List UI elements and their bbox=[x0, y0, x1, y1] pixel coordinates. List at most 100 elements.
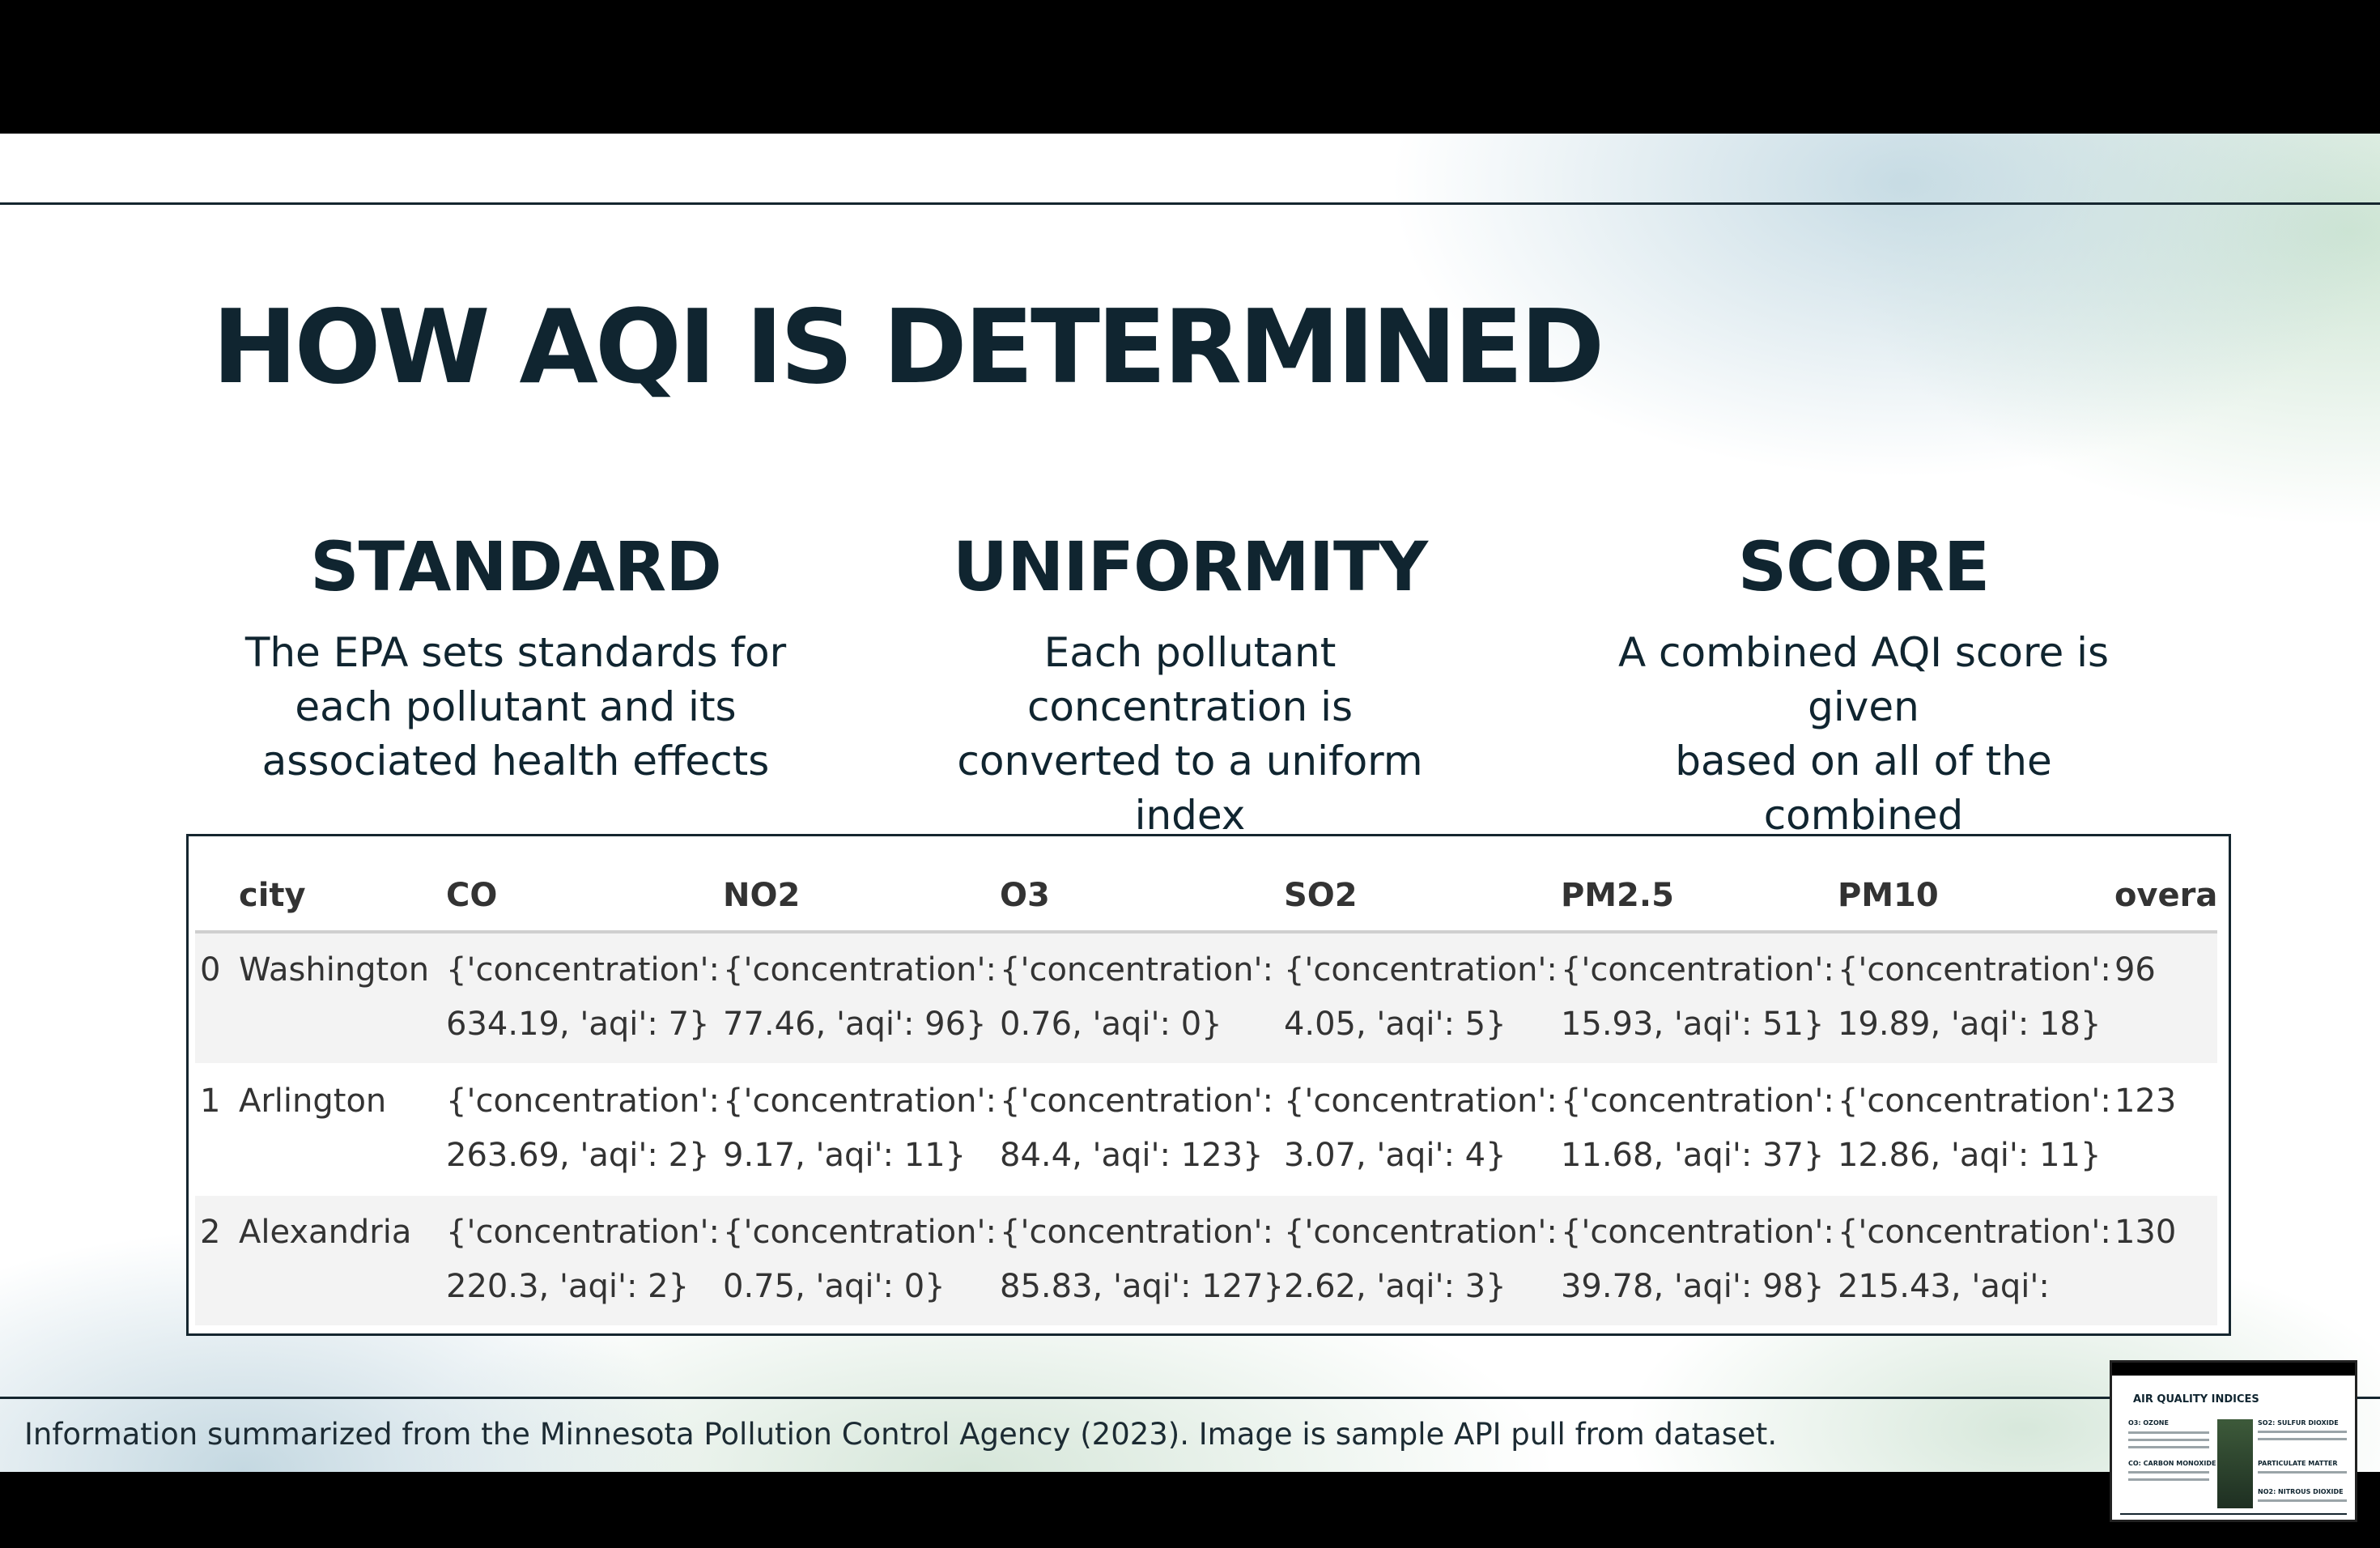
pollutant-cell: {'concentration': 12.86, 'aqi': 11} bbox=[1838, 1064, 2114, 1195]
overall-cell: 96 bbox=[2114, 951, 2156, 989]
cell-line: {'concentration': bbox=[1560, 951, 1834, 989]
table-header-cell: PM10 bbox=[1837, 877, 1939, 914]
bottom-divider bbox=[0, 1397, 2380, 1399]
cell-line: {'concentration': bbox=[1283, 1082, 1558, 1120]
cell-line: 215.43, 'aqi': bbox=[1837, 1268, 2050, 1305]
city-cell: Arlington bbox=[239, 1082, 387, 1120]
table-header-cell: CO bbox=[446, 877, 498, 914]
pollutant-cell: {'concentration': 85.83, 'aqi': 127} bbox=[1000, 1195, 1284, 1326]
overall-cell: 123 bbox=[2114, 1082, 2177, 1120]
cell-line: {'concentration': bbox=[446, 1214, 720, 1251]
body-line: The EPA sets standards for bbox=[244, 629, 787, 676]
pollutant-cell: {'concentration': 19.89, 'aqi': 18} bbox=[1838, 932, 2114, 1064]
pollutant-cell: {'concentration': 0.76, 'aqi': 0} bbox=[1000, 932, 1284, 1064]
thumbnail-label: SO2: SULFUR DIOXIDE bbox=[2258, 1419, 2339, 1427]
body-line: A combined AQI score is given bbox=[1617, 629, 2110, 730]
cell-line: 9.17, 'aqi': 11} bbox=[723, 1137, 967, 1174]
pollutant-cell: {'concentration': 263.69, 'aqi': 2} bbox=[446, 1064, 723, 1195]
cell-line: {'concentration': bbox=[1283, 951, 1558, 989]
body-line: each pollutant and its bbox=[295, 683, 737, 730]
table-header-cell: overa bbox=[2114, 877, 2218, 914]
pollutant-cell: {'concentration': 3.07, 'aqi': 4} bbox=[1284, 1064, 1561, 1195]
cell-line: 84.4, 'aqi': 123} bbox=[1000, 1137, 1264, 1174]
cell-line: 2.62, 'aqi': 3} bbox=[1283, 1268, 1507, 1305]
cell-line: {'concentration': bbox=[1000, 1214, 1273, 1251]
overall-cell: 130 bbox=[2114, 1214, 2177, 1251]
cell-line: {'concentration': bbox=[723, 1214, 997, 1251]
cell-line: 11.68, 'aqi': 37} bbox=[1560, 1137, 1825, 1174]
column-heading: UNIFORMITY bbox=[952, 527, 1428, 606]
table-header-cell: PM2.5 bbox=[1560, 877, 1674, 914]
dataframe-image: city CO NO2 O3 SO2 PM2.5 PM10 overa 0 Was… bbox=[186, 834, 2231, 1336]
cell-line: {'concentration': bbox=[723, 951, 997, 989]
cell-line: 0.75, 'aqi': 0} bbox=[723, 1268, 946, 1305]
body-line: based on all of the combined bbox=[1675, 738, 2052, 839]
thumbnail-text-line bbox=[2128, 1439, 2209, 1441]
thumbnail-label: PARTICULATE MATTER bbox=[2258, 1460, 2338, 1467]
table-row: 0 Washington {'concentration': 634.19, 'aqi… bbox=[195, 932, 2218, 1064]
cell-line: {'concentration': bbox=[446, 951, 720, 989]
column-heading: STANDARD bbox=[310, 527, 722, 606]
pollutant-cell: {'concentration': 0.75, 'aqi': 0} bbox=[723, 1195, 1000, 1326]
city-cell: Washington bbox=[239, 951, 430, 989]
source-footnote: Information summarized from the Minnesot… bbox=[24, 1417, 1778, 1452]
cell-line: 15.93, 'aqi': 51} bbox=[1560, 1006, 1825, 1043]
pollutant-cell: {'concentration': 9.17, 'aqi': 11} bbox=[723, 1064, 1000, 1195]
table-header-cell: SO2 bbox=[1283, 877, 1358, 914]
pollutant-cell: {'concentration': 84.4, 'aqi': 123} bbox=[1000, 1064, 1284, 1195]
cell-line: {'concentration': bbox=[1837, 1214, 2111, 1251]
table-row: 2 Alexandria {'concentration': 220.3, 'aqi'… bbox=[195, 1195, 2218, 1326]
cell-line: {'concentration': bbox=[1837, 951, 2111, 989]
thumbnail-text-line bbox=[2258, 1471, 2347, 1474]
cell-line: 77.46, 'aqi': 96} bbox=[723, 1006, 987, 1043]
thumbnail-text-line bbox=[2258, 1431, 2347, 1433]
thumbnail-label: CO: CARBON MONOXIDE bbox=[2128, 1460, 2216, 1467]
pollutant-cell: {'concentration': 15.93, 'aqi': 51} bbox=[1561, 932, 1838, 1064]
pollutant-cell: {'concentration': 39.78, 'aqi': 98} bbox=[1561, 1195, 1838, 1326]
table-header-cell bbox=[195, 861, 239, 932]
cell-line: {'concentration': bbox=[723, 1082, 997, 1120]
pollutant-cell: {'concentration': 2.62, 'aqi': 3} bbox=[1284, 1195, 1561, 1326]
thumbnail-bar bbox=[2112, 1363, 2355, 1376]
pollutant-cell: {'concentration': 11.68, 'aqi': 37} bbox=[1561, 1064, 1838, 1195]
table-header-cell: O3 bbox=[1000, 877, 1050, 914]
cell-line: {'concentration': bbox=[1560, 1082, 1834, 1120]
thumbnail-photo bbox=[2217, 1419, 2253, 1508]
thumbnail-text-line bbox=[2128, 1431, 2209, 1434]
thumbnail-text-line bbox=[2128, 1446, 2209, 1448]
cell-line: {'concentration': bbox=[1837, 1082, 2111, 1120]
cell-line: 4.05, 'aqi': 5} bbox=[1283, 1006, 1507, 1043]
cell-line: 220.3, 'aqi': 2} bbox=[446, 1268, 690, 1305]
body-line: associated health effects bbox=[261, 738, 770, 785]
body-line: Each pollutant concentration is bbox=[1026, 629, 1354, 730]
thumbnail-divider bbox=[2120, 1513, 2347, 1515]
table-header-cell: city bbox=[239, 877, 306, 914]
cell-line: {'concentration': bbox=[1000, 1082, 1273, 1120]
row-index: 0 bbox=[200, 951, 221, 989]
pollutant-cell: {'concentration': 215.43, 'aqi': bbox=[1838, 1195, 2114, 1326]
cell-line: {'concentration': bbox=[1000, 951, 1273, 989]
thumbnail-text-line bbox=[2258, 1438, 2347, 1440]
slide-title: HOW AQI IS DETERMINED bbox=[212, 287, 1604, 406]
row-index: 2 bbox=[200, 1214, 221, 1251]
body-line: converted to a uniform index bbox=[957, 738, 1423, 839]
aqi-dataframe: city CO NO2 O3 SO2 PM2.5 PM10 overa 0 Was… bbox=[195, 861, 2218, 1327]
top-divider bbox=[0, 202, 2380, 205]
cell-line: {'concentration': bbox=[1283, 1214, 1558, 1251]
column-standard: STANDARD The EPA sets standards for each… bbox=[224, 522, 807, 789]
city-cell: Alexandria bbox=[239, 1214, 412, 1251]
cell-line: 12.86, 'aqi': 11} bbox=[1837, 1137, 2102, 1174]
thumbnail-label: O3: OZONE bbox=[2128, 1419, 2169, 1427]
pollutant-cell: {'concentration': 634.19, 'aqi': 7} bbox=[446, 932, 723, 1064]
slide-thumbnail[interactable]: AIR QUALITY INDICES SO2: SULFUR DIOXIDE … bbox=[2110, 1360, 2357, 1522]
pollutant-cell: {'concentration': 220.3, 'aqi': 2} bbox=[446, 1195, 723, 1326]
thumbnail-text-line bbox=[2128, 1471, 2209, 1474]
slide: HOW AQI IS DETERMINED STANDARD The EPA s… bbox=[0, 134, 2380, 1472]
cell-line: {'concentration': bbox=[1560, 1214, 1834, 1251]
cell-line: 3.07, 'aqi': 4} bbox=[1283, 1137, 1507, 1174]
cell-line: 85.83, 'aqi': 127} bbox=[1000, 1268, 1284, 1305]
cell-line: 39.78, 'aqi': 98} bbox=[1560, 1268, 1825, 1305]
column-heading: SCORE bbox=[1737, 527, 1991, 606]
cell-line: 634.19, 'aqi': 7} bbox=[446, 1006, 710, 1043]
cell-line: 263.69, 'aqi': 2} bbox=[446, 1137, 710, 1174]
